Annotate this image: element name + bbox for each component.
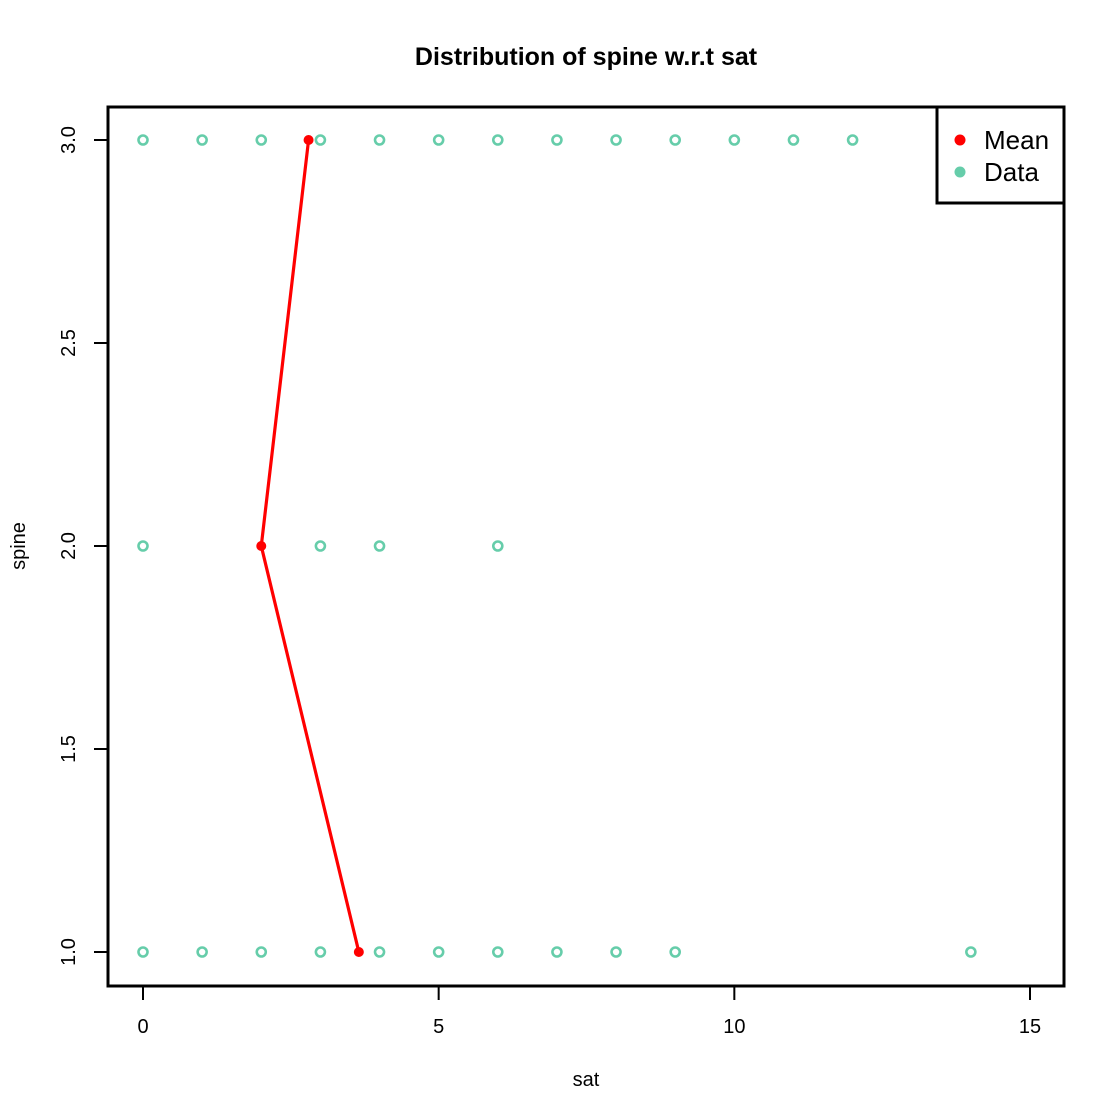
data-point xyxy=(965,946,977,958)
data-point xyxy=(491,540,504,552)
x-axis-label: sat xyxy=(573,1069,600,1091)
data-point xyxy=(314,946,327,958)
y-axis: 1.0 1.5 2.0 2.5 3.0 xyxy=(58,126,109,966)
data-point xyxy=(137,134,149,146)
y-tick-label: 1.0 xyxy=(58,938,80,966)
data-point xyxy=(137,946,149,958)
legend-mean-label: Mean xyxy=(984,125,1049,155)
x-tick-label: 15 xyxy=(1019,1016,1041,1038)
data-point xyxy=(255,134,268,146)
data-point xyxy=(669,946,682,958)
mean-point xyxy=(303,135,314,145)
mean-point xyxy=(256,541,267,551)
data-point xyxy=(551,946,563,958)
data-point xyxy=(610,946,622,958)
data-point xyxy=(491,946,504,958)
data-point xyxy=(551,134,563,146)
legend-mean-marker xyxy=(954,134,966,146)
legend-data-marker xyxy=(954,166,966,178)
data-point xyxy=(432,946,445,958)
data-point xyxy=(491,134,504,146)
data-point xyxy=(669,134,682,146)
data-point xyxy=(196,134,208,146)
data-point xyxy=(196,946,208,958)
data-point xyxy=(255,946,268,958)
data-point xyxy=(728,134,741,146)
y-tick-label: 3.0 xyxy=(58,126,80,154)
data-point xyxy=(373,134,386,146)
legend-box xyxy=(935,105,1066,205)
data-point xyxy=(373,946,386,958)
data-point xyxy=(373,540,386,552)
y-tick-label: 2.0 xyxy=(58,532,80,560)
data-point xyxy=(787,134,800,146)
y-axis-label: spine xyxy=(8,522,30,570)
y-tick-label: 2.5 xyxy=(58,329,80,357)
mean-series xyxy=(256,135,364,957)
chart-title: Distribution of spine w.r.t sat xyxy=(415,43,758,71)
x-tick-label: 10 xyxy=(723,1016,745,1038)
x-tick-label: 0 xyxy=(137,1016,148,1038)
plot-area-border xyxy=(106,105,1066,988)
x-axis: 0 5 10 15 xyxy=(137,985,1041,1038)
legend: Mean Data xyxy=(935,105,1066,205)
y-tick-label: 1.5 xyxy=(58,735,80,763)
data-point xyxy=(314,134,327,146)
mean-line xyxy=(259,139,361,953)
data-point xyxy=(314,540,327,552)
data-point xyxy=(610,134,622,146)
data-point xyxy=(137,540,149,552)
data-point xyxy=(846,134,859,146)
x-tick-label: 5 xyxy=(433,1016,444,1038)
mean-point xyxy=(353,947,364,957)
legend-data-label: Data xyxy=(984,157,1039,187)
data-series xyxy=(137,134,977,958)
data-point xyxy=(432,134,445,146)
